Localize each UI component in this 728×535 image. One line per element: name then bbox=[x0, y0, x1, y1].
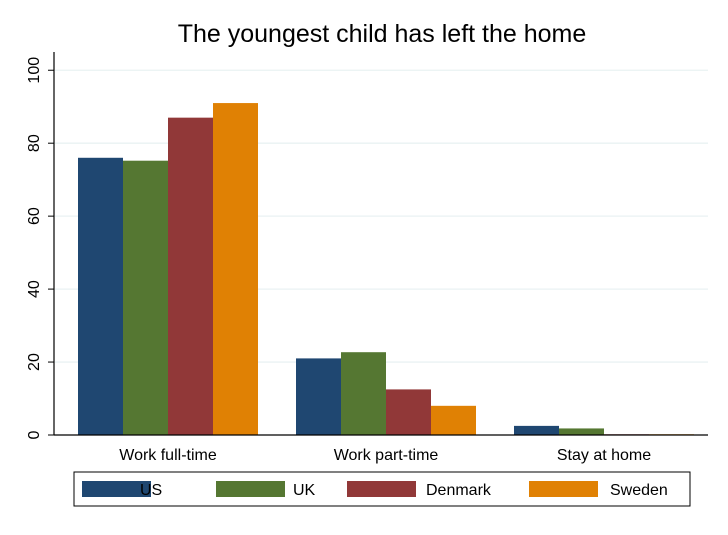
legend-label-sweden: Sweden bbox=[610, 482, 668, 499]
bar-us-1 bbox=[78, 157, 123, 435]
bar-us-2 bbox=[296, 358, 341, 435]
legend: US UK Denmark Sweden bbox=[73, 471, 691, 507]
legend-swatch-us bbox=[82, 481, 151, 497]
y-tick-label: 100 bbox=[26, 57, 43, 84]
x-category-label: Work part-time bbox=[334, 447, 439, 464]
bar-uk-3 bbox=[559, 428, 604, 435]
y-tick-label: 60 bbox=[26, 207, 43, 225]
legend-label-uk: UK bbox=[293, 482, 316, 499]
chart-title: The youngest child has left the home bbox=[178, 20, 587, 48]
legend-swatch-sweden bbox=[529, 481, 598, 497]
y-tick-label: 20 bbox=[26, 353, 43, 371]
legend-swatch-denmark bbox=[347, 481, 416, 497]
bar-uk-2 bbox=[341, 352, 386, 435]
y-tick-label: 0 bbox=[26, 430, 43, 439]
bar-us-3 bbox=[514, 425, 559, 435]
bar-uk-1 bbox=[123, 160, 168, 436]
y-tick-label: 40 bbox=[26, 280, 43, 298]
bars bbox=[78, 103, 694, 436]
x-category-label: Work full-time bbox=[119, 447, 217, 464]
y-tick-label: 80 bbox=[26, 134, 43, 152]
legend-label-denmark: Denmark bbox=[426, 482, 492, 499]
legend-swatch-uk bbox=[216, 481, 285, 497]
bar-sweden-1 bbox=[213, 103, 258, 436]
x-category-label: Stay at home bbox=[557, 447, 651, 464]
bar-denmark-1 bbox=[168, 117, 213, 436]
bar-denmark-2 bbox=[386, 389, 431, 435]
axes: 0 20 40 60 80 100 Work full-time Work part-time… bbox=[26, 52, 708, 464]
bar-sweden-2 bbox=[431, 405, 476, 435]
legend-label-us: US bbox=[140, 482, 162, 499]
